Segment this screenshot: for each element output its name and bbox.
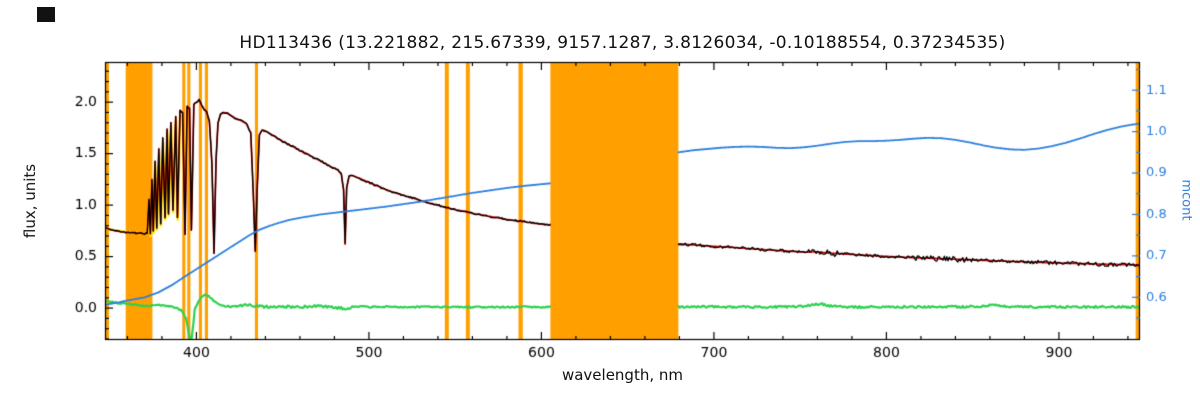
x-axis-label: wavelength, nm — [561, 366, 684, 384]
y-axis-left-label: flux, units — [21, 163, 39, 239]
chart-title: HD113436 (13.221882, 215.67339, 9157.128… — [239, 33, 1006, 53]
black-square-artifact — [37, 7, 55, 22]
y-axis-right-label: mcont — [1178, 179, 1194, 221]
